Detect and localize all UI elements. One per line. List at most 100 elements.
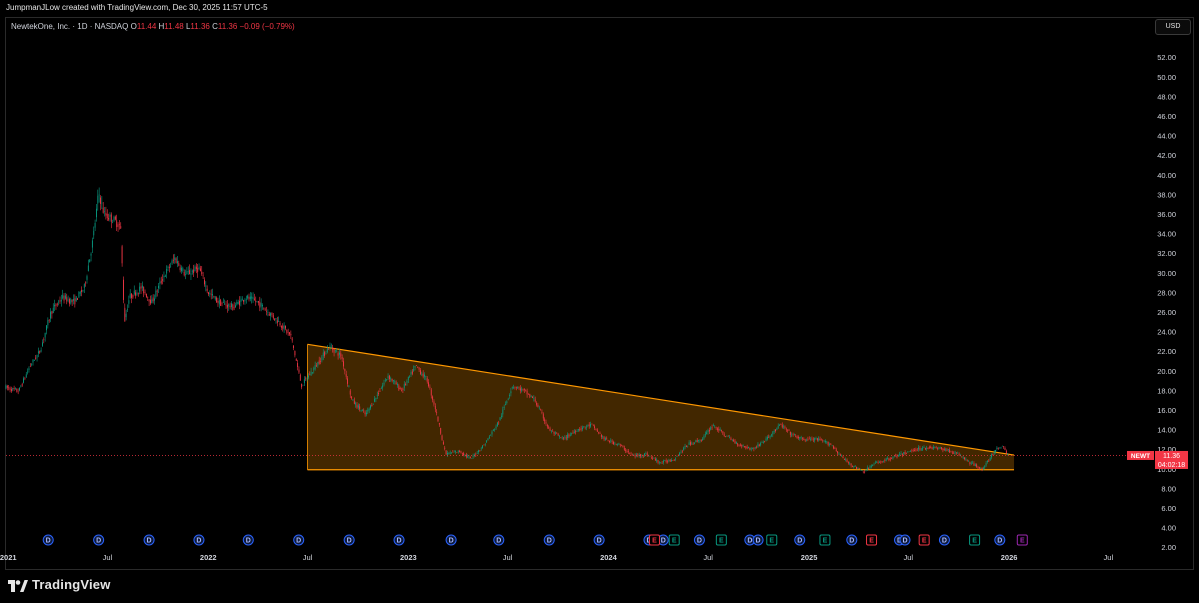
ticker-tag-box [1127, 450, 1154, 460]
candle-body [418, 367, 420, 370]
candle-body [795, 436, 797, 437]
candle-body [607, 440, 609, 442]
candle-body [239, 300, 240, 306]
candle-body [753, 448, 755, 450]
currency-button[interactable]: USD [1155, 19, 1191, 35]
candle-body [363, 410, 365, 412]
candle-body [900, 453, 902, 454]
candle-body [330, 347, 332, 348]
candle-body [754, 447, 756, 449]
candle-body [191, 270, 193, 272]
candle-body [939, 447, 941, 449]
candle-body [147, 297, 149, 299]
candle-body [339, 352, 340, 355]
earnings-event-icon: E [648, 534, 660, 546]
price-axis-tick-label: 46.00 [1157, 112, 1176, 121]
candle-body [82, 290, 84, 292]
candle-body [803, 438, 805, 441]
candle-body [553, 431, 555, 434]
candle-body [440, 427, 442, 434]
candle-body [874, 462, 876, 464]
candle-body [309, 374, 311, 376]
price-chart[interactable]: 2.00 4.00 6.00 8.00 10.00 12.00 14.00 16.00 18.0… [0, 0, 1199, 570]
candle-body [251, 296, 253, 299]
candle-body [938, 447, 940, 449]
candle-body [714, 425, 716, 427]
earnings-event-icon: E [918, 534, 930, 546]
candle-body [680, 451, 682, 453]
candle-body [314, 365, 316, 369]
candle-body [260, 303, 262, 307]
candle-body [183, 271, 185, 276]
candle-body [313, 368, 315, 371]
candle-body [498, 422, 500, 424]
candle-body [648, 455, 650, 457]
candle-body [224, 303, 226, 305]
dividend-badge [193, 534, 205, 546]
candle-body [387, 376, 389, 378]
candle-body [862, 471, 864, 473]
candle-body [673, 459, 675, 461]
candle-body [189, 270, 191, 275]
earnings-badge [648, 534, 660, 546]
candle-body [164, 275, 166, 277]
symbol-description[interactable]: NewtekOne, Inc. · 1D · NASDAQ [11, 22, 129, 31]
dividend-event-icon: D [193, 534, 205, 546]
candle-body [186, 271, 188, 275]
candle-body [289, 332, 290, 335]
candle-body [676, 456, 678, 457]
candle-body [536, 403, 537, 405]
candle-body [241, 298, 243, 301]
candle-body [347, 378, 348, 384]
candle-body [492, 429, 494, 431]
candle-body [410, 372, 412, 375]
candle-body [37, 351, 39, 354]
candle-body [108, 217, 110, 220]
candle-body [152, 297, 154, 302]
candle-body [808, 438, 810, 440]
candle-body [398, 385, 400, 390]
candle-body [835, 449, 837, 452]
time-axis-label: Jul [1104, 553, 1114, 562]
candle-body [181, 267, 182, 272]
candle-body [222, 302, 224, 303]
candle-body [221, 303, 223, 304]
candle-body [664, 460, 666, 462]
dividend-badge-label: D [547, 538, 552, 545]
candle-body [802, 437, 803, 439]
high-value: 11.48 [164, 22, 184, 31]
candle-body [280, 325, 282, 328]
candle-body [768, 437, 770, 438]
candle-body [721, 429, 722, 431]
candle-body [17, 391, 19, 393]
candle-body [642, 455, 644, 457]
candle-body [587, 424, 589, 426]
price-axis-tick-label: 44.00 [1157, 132, 1176, 141]
candle-body [627, 451, 629, 453]
candle-body [267, 312, 269, 314]
candle-body [846, 459, 848, 462]
candle-body [521, 388, 523, 391]
chart-frame[interactable] [5, 17, 1194, 570]
candle-body [822, 440, 824, 441]
candle-body [256, 301, 258, 302]
candle-body [240, 299, 242, 302]
candle-body [652, 457, 654, 459]
candle-body [201, 271, 203, 275]
candle-body [475, 454, 477, 456]
candle-body [411, 371, 413, 374]
tradingview-logo[interactable]: TradingView [8, 577, 111, 592]
candle-body [337, 353, 339, 356]
candle-body [548, 427, 550, 428]
candle-body [838, 453, 840, 455]
candle-body [702, 438, 704, 440]
candle-body [945, 449, 947, 451]
candle-body [334, 350, 336, 352]
candle-body [852, 465, 853, 467]
candle-body [762, 442, 764, 443]
candle-body [47, 320, 49, 326]
candle-body [478, 450, 479, 453]
candle-body [353, 400, 355, 404]
candle-body [399, 387, 401, 390]
candle-body [364, 412, 366, 415]
